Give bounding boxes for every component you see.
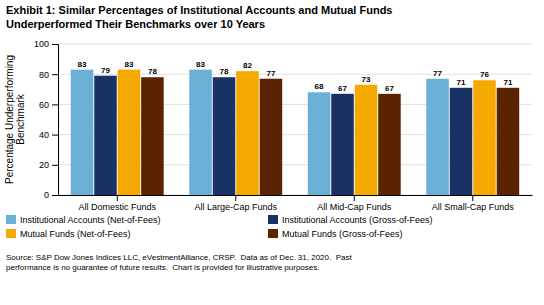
bar (497, 88, 520, 195)
legend-label: Mutual Funds (Gross-of-Fees) (282, 229, 403, 239)
y-tick-mark (52, 74, 58, 75)
title-line: Exhibit 1: Similar Percentages of Instit… (6, 4, 392, 16)
grid-line (58, 44, 532, 45)
legend: Institutional Accounts (Net-of-Fees) Inst… (6, 215, 433, 239)
annotation: Source: S&P Dow Jones Indices LLC, eVest… (6, 253, 352, 272)
bar (426, 79, 449, 195)
annotation-line: performance is no guarantee of future re… (6, 263, 320, 272)
bar (141, 77, 164, 195)
y-tick-mark (52, 104, 58, 105)
title-line: Underperformed Their Benchmarks over 10 … (6, 18, 265, 30)
y-axis: 0 20 40 60 80 100 (34, 39, 59, 200)
x-tick-mark (235, 195, 236, 201)
title: Exhibit 1: Similar Percentages of Instit… (6, 4, 392, 30)
x-tick-label: All Large-Cap Funds (194, 202, 277, 212)
y-tick-label: 20 (39, 160, 49, 170)
x-tick-label: All Domestic Funds (78, 202, 156, 212)
x-tick: All Mid-Cap Funds (317, 195, 392, 212)
y-tick-mark (52, 44, 58, 45)
data-label: 68 (315, 82, 324, 91)
data-label: 77 (433, 69, 442, 78)
y-tick: 100 (34, 39, 58, 49)
data-label: 67 (338, 84, 347, 93)
data-label: 67 (385, 84, 394, 93)
data-label: 78 (148, 67, 157, 76)
bar (473, 80, 496, 195)
y-tick: 0 (44, 190, 58, 200)
bar (118, 70, 141, 195)
data-label: 76 (480, 70, 489, 79)
x-axis: All Domestic Funds All Large-Cap Funds All… (59, 195, 533, 212)
data-label: 73 (362, 75, 371, 84)
plot: 83 83 68 77 79 78 67 71 83 82 73 76 78 77 67 71 0 20 40 60 8… (34, 39, 533, 212)
y-tick: 80 (39, 70, 58, 80)
bar (94, 76, 117, 195)
y-tick-label: 80 (39, 70, 49, 80)
bar (189, 70, 212, 195)
grid (58, 44, 532, 195)
x-tick: All Large-Cap Funds (194, 195, 277, 212)
y-axis-title: Percentage UnderperformingBenchmark (4, 55, 26, 184)
bar (308, 92, 331, 195)
bar (355, 85, 378, 195)
y-axis-line (52, 45, 59, 196)
bar (378, 94, 401, 195)
y-tick: 20 (39, 160, 58, 170)
y-tick-label: 60 (39, 100, 49, 110)
bar (71, 70, 94, 195)
x-tick-label: All Small-Cap Funds (432, 202, 515, 212)
x-tick: All Small-Cap Funds (432, 195, 515, 212)
data-label: 71 (457, 78, 466, 87)
data-label: 83 (196, 60, 205, 69)
bars (71, 70, 519, 195)
data-label: 82 (243, 61, 252, 70)
y-tick-label: 0 (44, 190, 49, 200)
legend-label: Institutional Accounts (Net-of-Fees) (20, 215, 161, 225)
data-label: 83 (78, 60, 87, 69)
data-label: 78 (220, 67, 229, 76)
x-axis-line (59, 195, 533, 196)
x-tick-label: All Mid-Cap Funds (317, 202, 392, 212)
chart-svg: Exhibit 1: Similar Percentages of Instit… (0, 0, 544, 305)
y-axis-title-line: Benchmark (15, 93, 26, 145)
legend-item: Mutual Funds (Net-of-Fees) (6, 229, 131, 239)
legend-item: Mutual Funds (Gross-of-Fees) (268, 229, 403, 239)
bar (450, 88, 473, 195)
y-axis-title-line: Percentage Underperforming (4, 55, 15, 184)
data-label: 71 (503, 78, 512, 87)
x-tick-mark (354, 195, 355, 201)
y-tick-label: 100 (34, 39, 49, 49)
y-tick-mark (52, 165, 58, 166)
data-label: 77 (266, 69, 275, 78)
y-tick: 40 (39, 130, 58, 140)
legend-item: Institutional Accounts (Gross-of-Fees) (268, 215, 433, 225)
x-tick: All Domestic Funds (78, 195, 156, 212)
legend-swatch (6, 229, 16, 238)
y-tick-label: 40 (39, 130, 49, 140)
legend-swatch (6, 215, 16, 224)
annotation-line: Source: S&P Dow Jones Indices LLC, eVest… (6, 253, 352, 262)
data-labels: 83 83 68 77 79 78 67 71 83 82 73 76 78 77 67 71 (78, 60, 513, 93)
x-tick-mark (472, 195, 473, 201)
legend-item: Institutional Accounts (Net-of-Fees) (6, 215, 161, 225)
y-tick: 60 (39, 100, 58, 110)
x-tick-mark (117, 195, 118, 201)
data-label: 79 (101, 66, 110, 75)
y-tick-mark (52, 135, 58, 136)
data-label: 83 (125, 60, 134, 69)
legend-label: Mutual Funds (Net-of-Fees) (20, 229, 131, 239)
bar (236, 71, 259, 195)
bar (213, 77, 236, 195)
legend-swatch (268, 229, 278, 238)
legend-label: Institutional Accounts (Gross-of-Fees) (282, 215, 433, 225)
y-tick-mark (52, 195, 58, 196)
bar (331, 94, 354, 195)
bar (260, 79, 283, 195)
legend-swatch (268, 215, 278, 224)
